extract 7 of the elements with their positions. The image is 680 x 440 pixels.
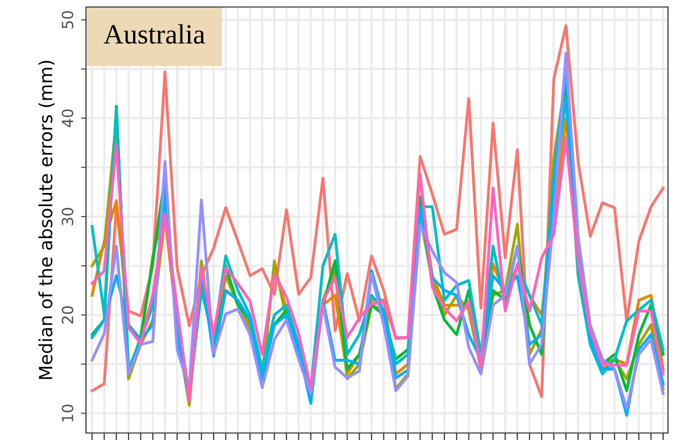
y-tick-label: 20	[62, 306, 74, 324]
y-axis-title: Median of the absolute errors (mm)	[38, 60, 55, 379]
y-tick-label: 40	[62, 109, 74, 128]
y-tick-label: 50	[62, 11, 74, 28]
chart-title: Australia	[104, 24, 205, 44]
y-tick-label: 30	[62, 208, 74, 226]
y-tick-label: 10	[62, 404, 74, 422]
